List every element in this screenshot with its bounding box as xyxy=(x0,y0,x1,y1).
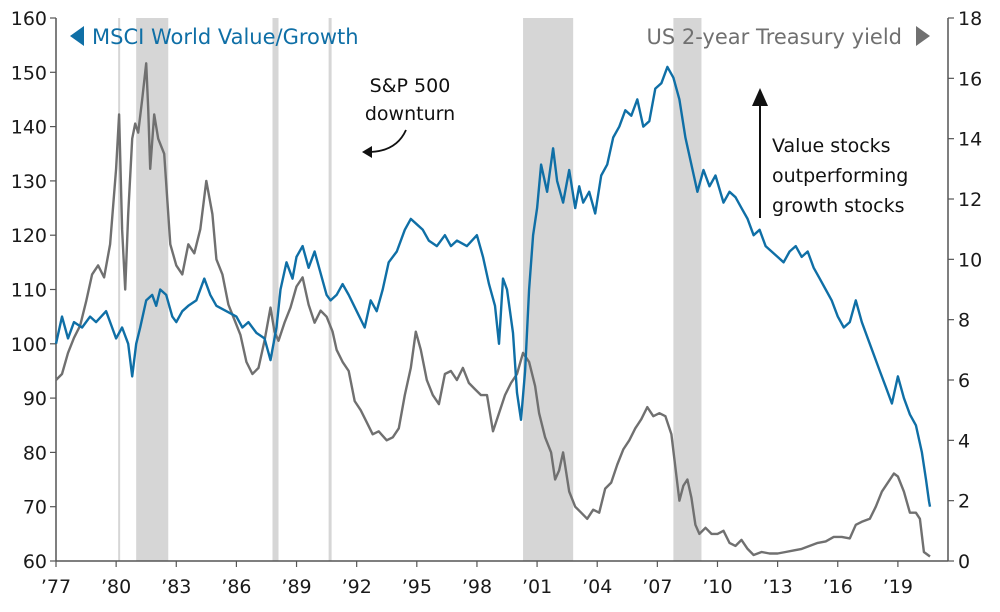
left-tick-label: 160 xyxy=(11,8,47,30)
x-tick-label: ’07 xyxy=(642,576,672,598)
annotation-sp500-line1: S&P 500 xyxy=(370,75,451,97)
left-tick-label: 70 xyxy=(23,497,47,519)
right-tick-label: 10 xyxy=(958,249,982,271)
data-lines xyxy=(54,62,932,558)
left-tick-label: 150 xyxy=(11,62,47,84)
left-tick-label: 130 xyxy=(11,171,47,193)
x-tick-label: ’77 xyxy=(41,576,71,598)
left-tick-label: 60 xyxy=(23,551,47,573)
annotation-value-line3: growth stocks xyxy=(772,195,904,217)
x-tick-label: ’10 xyxy=(702,576,732,598)
x-tick-label: ’19 xyxy=(883,576,913,598)
right-tick-label: 4 xyxy=(958,430,970,452)
x-tick-label: ’89 xyxy=(281,576,311,598)
x-tick-label: ’95 xyxy=(402,576,432,598)
curved-arrowhead-icon xyxy=(362,146,372,158)
shaded-period-5 xyxy=(673,18,702,561)
x-tick-label: ’80 xyxy=(101,576,131,598)
left-tick-label: 110 xyxy=(11,280,47,302)
right-tick-label: 2 xyxy=(958,491,970,513)
right-tick-label: 8 xyxy=(958,310,970,332)
shaded-period-4 xyxy=(523,18,574,561)
right-tick-label: 6 xyxy=(958,370,970,392)
annotation-sp500-line2: downturn xyxy=(365,103,455,125)
left-arrow-icon xyxy=(70,26,84,46)
x-tick-label: ’92 xyxy=(342,576,372,598)
right-tick-label: 18 xyxy=(958,8,982,30)
legend-treasury: US 2-year Treasury yield xyxy=(646,25,902,49)
up-arrowhead-icon xyxy=(752,88,768,106)
x-tick-label: ’04 xyxy=(582,576,612,598)
right-tick-label: 14 xyxy=(958,129,982,151)
x-tick-label: ’83 xyxy=(161,576,191,598)
right-arrow-icon xyxy=(916,26,930,46)
left-tick-label: 120 xyxy=(11,225,47,247)
left-tick-label: 140 xyxy=(11,117,47,139)
x-tick-label: ’86 xyxy=(221,576,251,598)
right-tick-label: 12 xyxy=(958,189,982,211)
x-tick-label: ’13 xyxy=(763,576,793,598)
msci-value-growth-line xyxy=(54,65,932,507)
shaded-periods xyxy=(118,18,702,561)
tick-labels: 60 70 80 90 100 110 120 130 140 150 160 0 2 4 6 8 10 12 14… xyxy=(11,8,982,598)
curved-arrow-icon xyxy=(367,129,407,153)
left-tick-label: 90 xyxy=(23,388,47,410)
legend-msci: MSCI World Value/Growth xyxy=(92,25,359,49)
left-tick-label: 80 xyxy=(23,442,47,464)
treasury-yield-line xyxy=(55,62,931,558)
left-tick-label: 100 xyxy=(11,334,47,356)
x-tick-label: ’16 xyxy=(823,576,853,598)
shaded-period-3 xyxy=(328,18,332,561)
right-tick-label: 0 xyxy=(958,551,970,573)
annotation-value-line1: Value stocks xyxy=(772,135,891,157)
shaded-period-2 xyxy=(272,18,279,561)
annotation-value-line2: outperforming xyxy=(772,165,908,187)
x-tick-label: ’01 xyxy=(522,576,552,598)
right-tick-label: 16 xyxy=(958,68,982,90)
x-tick-label: ’98 xyxy=(462,576,492,598)
shaded-period-0 xyxy=(118,18,121,561)
chart-axes xyxy=(50,17,954,567)
